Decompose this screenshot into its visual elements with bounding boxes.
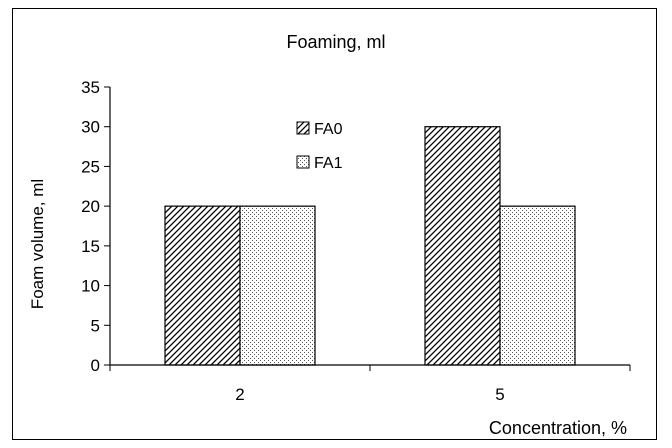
bar-fa0-5 (424, 126, 501, 366)
y-tick-label: 35 (81, 78, 100, 97)
y-tick-label: 30 (81, 118, 100, 137)
y-tick-label: 20 (81, 197, 100, 216)
y-tick-label: 15 (81, 237, 100, 256)
x-tick-label: 5 (495, 385, 504, 404)
legend-label-fa1: FA1 (314, 155, 343, 172)
x-axis-label: Concentration, % (489, 418, 627, 438)
chart-title: Foaming, ml (286, 32, 385, 52)
legend-swatch-fa1 (296, 155, 310, 169)
bar-fa1-2 (239, 205, 316, 366)
y-axis-label: Foam volume, ml (28, 179, 47, 309)
legend-label-fa0: FA0 (314, 121, 343, 138)
y-tick-label: 25 (81, 157, 100, 176)
y-tick-label: 5 (91, 316, 100, 335)
bar-fa0-2 (164, 205, 241, 366)
bar-fa1-5 (499, 205, 576, 366)
legend: FA0 FA1 (287, 112, 359, 182)
y-tick-label: 0 (91, 356, 100, 375)
x-tick-label: 2 (235, 385, 244, 404)
y-tick-label: 10 (81, 277, 100, 296)
legend-swatch-fa0 (296, 121, 310, 135)
